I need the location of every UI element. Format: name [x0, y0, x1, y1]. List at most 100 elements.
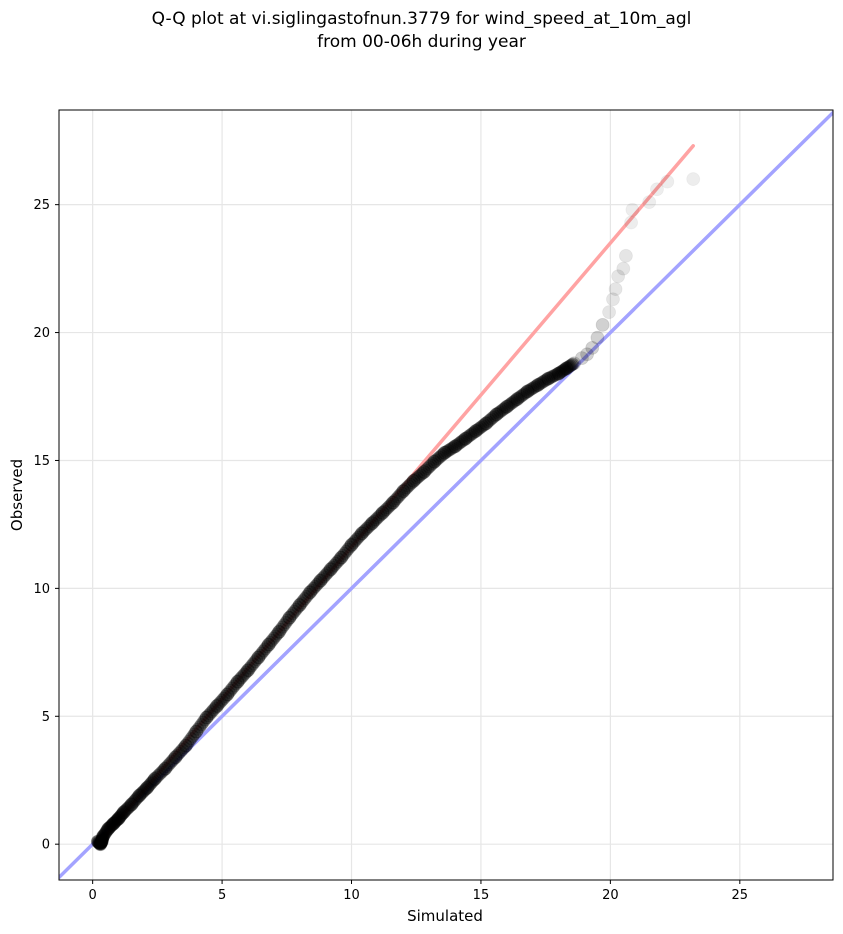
quantile-point	[491, 406, 505, 420]
y-tick-label: 25	[33, 198, 50, 213]
quantile-point	[398, 482, 412, 496]
quantile-point	[300, 589, 314, 603]
quantile-point	[351, 530, 365, 544]
quantile-point	[382, 499, 396, 513]
quantile-point	[565, 358, 579, 372]
quantile-point	[524, 382, 538, 396]
quantile-point	[554, 365, 568, 379]
quantile-point	[550, 367, 564, 381]
quantile-point	[168, 750, 183, 765]
quantile-point	[563, 359, 577, 373]
quantile-point	[313, 573, 328, 588]
quantile-point	[484, 412, 498, 426]
quantile-point	[417, 465, 431, 479]
quantile-point	[464, 428, 478, 442]
quantile-point	[660, 174, 675, 189]
quantile-point	[405, 476, 419, 490]
quantile-point	[602, 305, 616, 319]
quantile-point	[111, 812, 125, 826]
one-to-one-line	[59, 110, 833, 880]
quantile-point	[229, 677, 243, 691]
quantile-point	[163, 756, 177, 770]
quantile-point	[250, 653, 264, 667]
quantile-point	[400, 481, 414, 495]
quantile-point	[208, 701, 222, 715]
quantile-point	[186, 729, 200, 743]
quantile-point	[279, 615, 293, 629]
quantile-point	[526, 381, 540, 395]
quantile-point	[384, 497, 398, 511]
quantile-point	[261, 637, 276, 652]
quantile-point	[476, 419, 490, 433]
quantile-point	[510, 392, 525, 406]
quantile-point	[215, 693, 229, 707]
quantile-point	[410, 471, 424, 485]
quantile-point	[272, 624, 286, 639]
quantile-point	[346, 536, 360, 550]
quantile-point	[406, 474, 421, 488]
quantile-point	[241, 663, 255, 678]
quantile-point	[101, 821, 116, 836]
quantile-point	[431, 452, 445, 466]
quantile-point	[458, 431, 473, 446]
quantile-point	[533, 377, 547, 391]
quantile-point	[282, 610, 297, 625]
quantile-point	[403, 477, 417, 491]
quantile-point	[122, 800, 136, 814]
quantile-point	[96, 830, 110, 844]
quantile-point	[367, 514, 381, 528]
quantile-point	[281, 613, 295, 627]
quantile-point	[527, 380, 541, 394]
quantile-point	[686, 172, 701, 186]
quantile-point	[155, 765, 169, 779]
quantile-point	[212, 697, 226, 711]
quantile-point	[127, 795, 141, 809]
quantile-point	[143, 778, 157, 792]
quantile-point	[291, 600, 305, 614]
quantile-point	[248, 655, 262, 669]
quantile-point	[234, 671, 248, 685]
quantile-point	[96, 829, 110, 844]
quantile-point	[105, 818, 119, 832]
quantile-point	[170, 748, 184, 762]
quantile-point	[515, 388, 529, 402]
quantile-point	[135, 786, 149, 800]
quantile-point	[348, 534, 362, 548]
quantile-point	[519, 386, 533, 400]
quantile-point	[419, 463, 433, 477]
quantile-point	[616, 261, 631, 276]
quantile-point	[520, 384, 535, 399]
quantile-point	[136, 785, 150, 799]
quantile-point	[100, 823, 114, 837]
quantile-point	[227, 679, 241, 693]
quantile-point	[98, 827, 112, 841]
quantile-point	[232, 673, 246, 687]
quantile-point	[467, 425, 481, 439]
quantile-point	[514, 390, 528, 404]
y-tick-label: 5	[42, 710, 50, 725]
quantile-point	[113, 809, 127, 823]
quantile-point	[147, 772, 162, 786]
quantile-point	[144, 776, 158, 790]
quantile-point	[422, 460, 436, 474]
quantile-point	[167, 752, 181, 766]
quantile-point	[93, 837, 108, 852]
quantile-point	[381, 501, 395, 515]
quantile-point	[437, 445, 452, 460]
quantile-point	[265, 633, 279, 647]
quantile-point	[191, 722, 205, 736]
quantile-point	[452, 437, 466, 451]
quantile-point	[472, 421, 486, 435]
quantile-point	[445, 442, 459, 456]
quantile-point	[257, 644, 271, 658]
quantile-point	[128, 793, 142, 807]
quantile-point	[483, 413, 497, 427]
quantile-point	[118, 804, 132, 818]
x-axis-label: Simulated	[407, 907, 483, 925]
quantile-point	[468, 424, 483, 438]
quantile-point	[336, 549, 350, 563]
quantile-point	[94, 835, 108, 849]
quantile-point	[217, 691, 231, 705]
quantile-point	[94, 835, 108, 849]
quantile-point	[448, 439, 462, 454]
